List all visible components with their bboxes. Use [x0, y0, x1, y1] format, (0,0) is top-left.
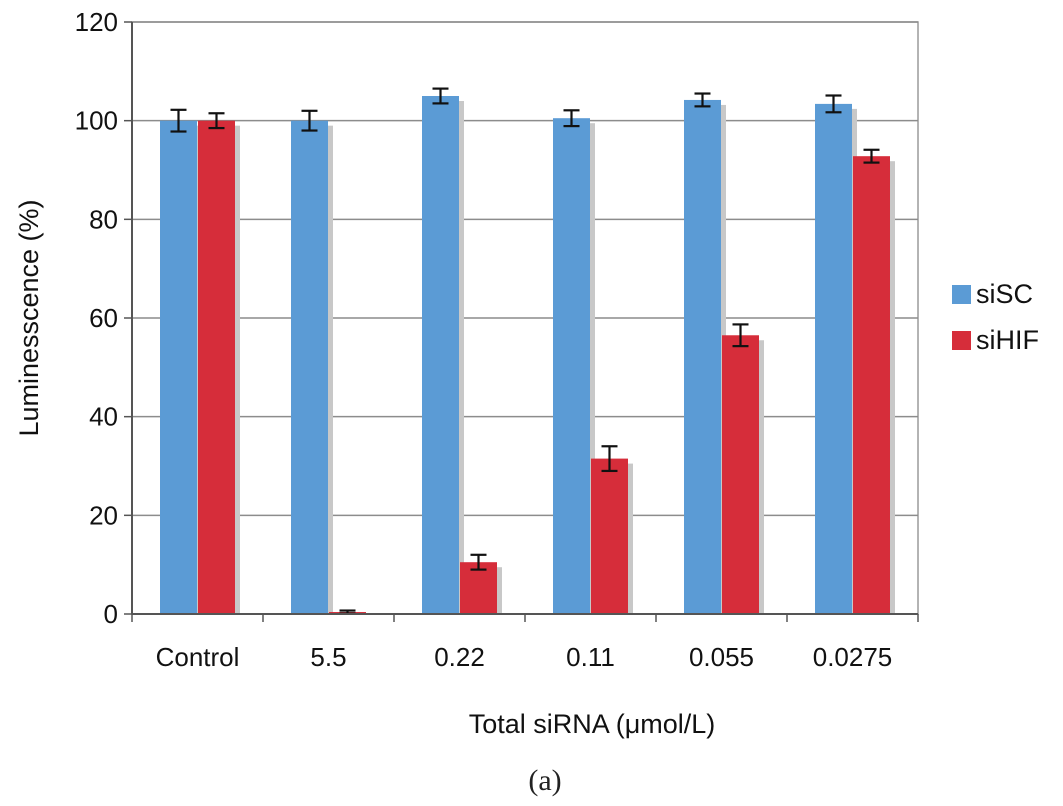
- figure-caption: (a): [528, 764, 561, 797]
- tick-labels: 0 20 40 60 80 100 120 Control 5.5 0.22 0.11 0.055 0.…: [75, 7, 893, 672]
- x-tick-label: Control: [156, 642, 240, 672]
- bar-sihif-3: [591, 458, 628, 614]
- y-tick-label: 100: [75, 106, 118, 136]
- y-tick-label: 20: [89, 500, 118, 530]
- bar-sihif-2: [460, 562, 497, 614]
- x-axis-title: Total siRNA (μmol/L): [469, 709, 716, 739]
- bar-sisc-2: [422, 96, 459, 614]
- legend-swatch-sihif: [952, 331, 971, 350]
- x-tick-label: 0.11: [566, 642, 615, 672]
- x-tick-label: 0.0275: [813, 642, 893, 672]
- y-tick-label: 40: [89, 402, 118, 432]
- bar-sisc-5: [815, 103, 852, 614]
- legend: siSC siHIF: [952, 279, 1039, 355]
- legend-label-sisc: siSC: [976, 279, 1033, 309]
- legend-swatch-sisc: [952, 285, 971, 304]
- bars: [160, 96, 895, 615]
- legend-label-sihif: siHIF: [976, 325, 1039, 355]
- axes: [124, 21, 919, 622]
- y-tick-label: 120: [75, 7, 118, 37]
- y-tick-label: 0: [104, 599, 118, 629]
- bar-sisc-1: [291, 120, 328, 615]
- bar-sisc-4: [684, 99, 721, 615]
- x-tick-label: 5.5: [310, 642, 346, 672]
- x-tick-label: 0.055: [689, 642, 754, 672]
- bar-sihif-4: [722, 335, 759, 614]
- bar-sisc-3: [553, 118, 590, 614]
- error-bars: [170, 87, 880, 615]
- y-tick-label: 60: [89, 303, 118, 333]
- y-axis-title: Luminesscence (%): [14, 199, 44, 436]
- bar-sisc-0: [160, 120, 197, 615]
- y-tick-label: 80: [89, 204, 118, 234]
- x-tick-label: 0.22: [434, 642, 485, 672]
- bar-sihif-5: [853, 156, 890, 615]
- bar-sihif-0: [198, 120, 235, 615]
- gridlines: [131, 21, 919, 615]
